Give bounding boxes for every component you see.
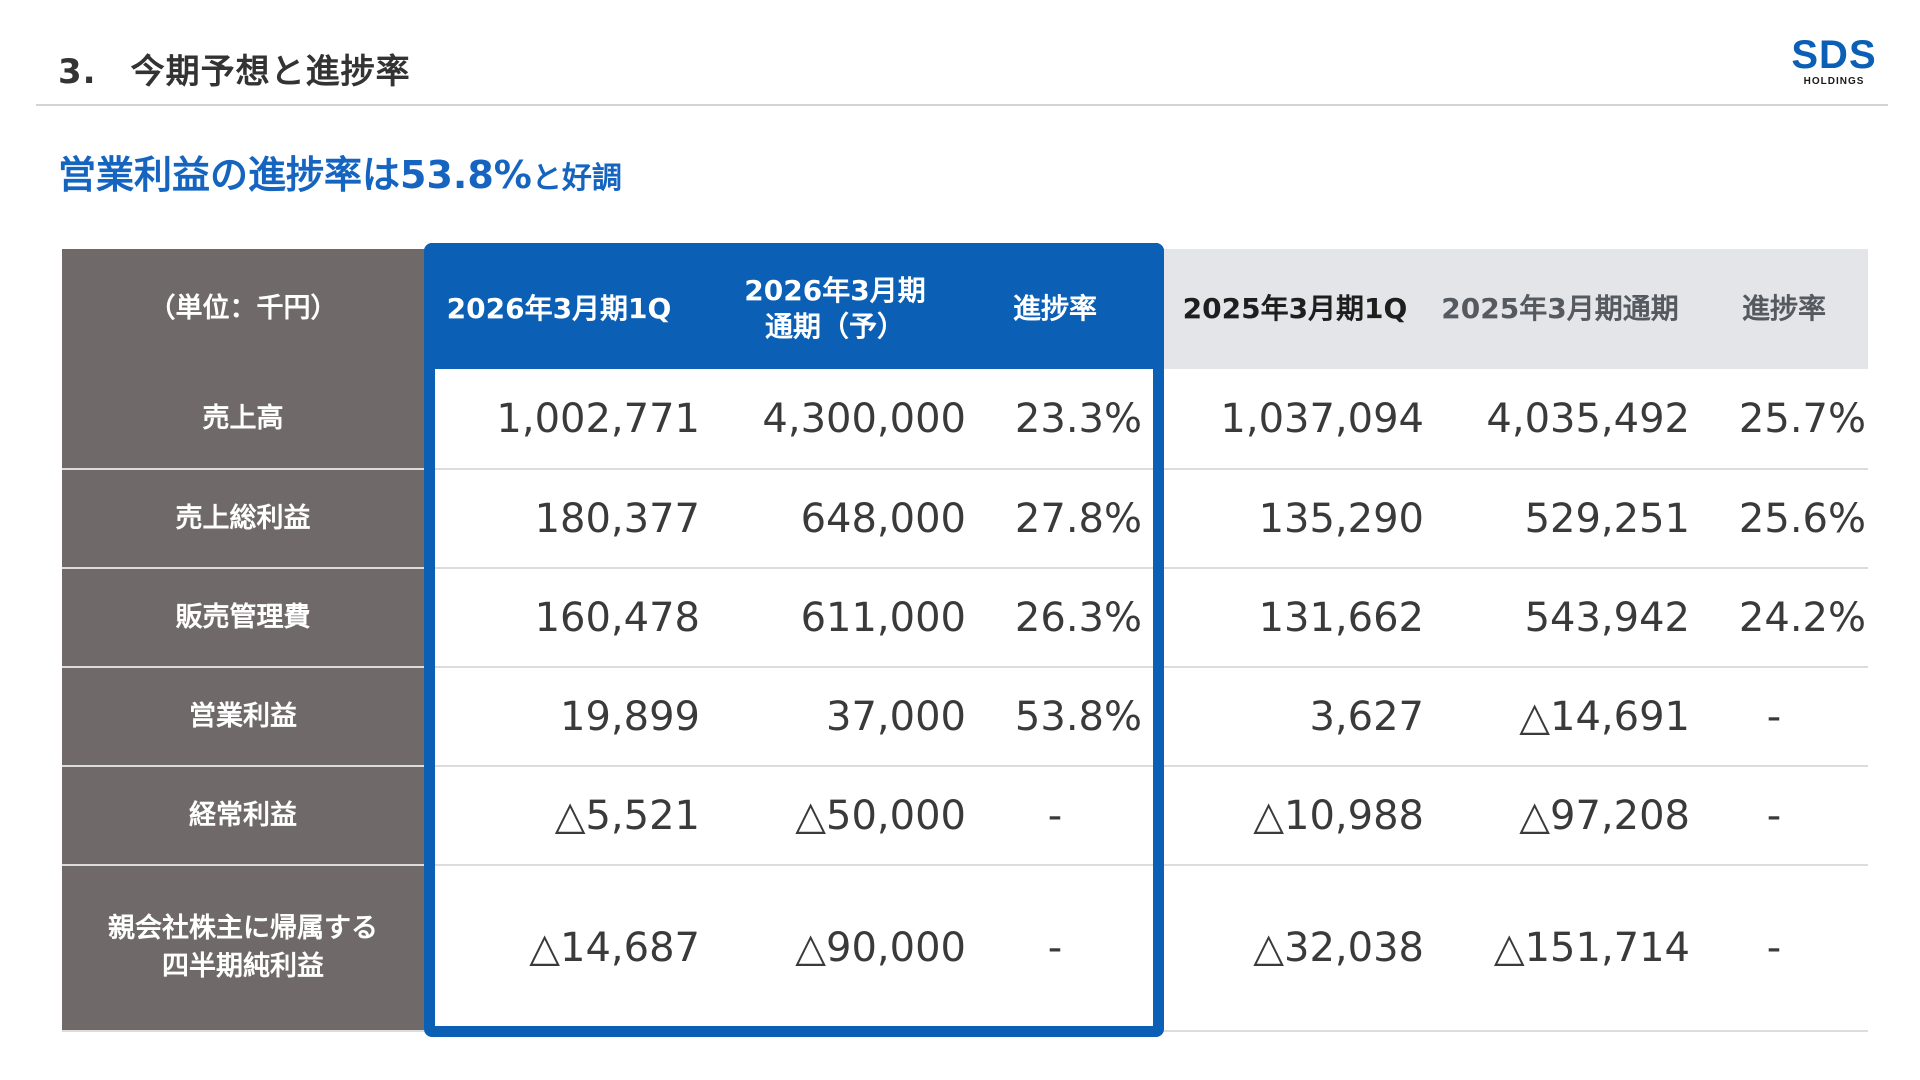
row-label-sga: 販売管理費 [62, 569, 424, 666]
row-divider [62, 567, 1868, 569]
table-cell: 529,251 [1524, 495, 1690, 542]
row-label-net-income: 親会社株主に帰属する 四半期純利益 [62, 866, 424, 1030]
row-label-gross-profit: 売上総利益 [62, 470, 424, 567]
table-cell: 1,002,771 [496, 395, 700, 442]
table-cell: 53.8% [1014, 693, 1142, 740]
table-cell: 26.3% [1014, 594, 1142, 641]
col-header-2025-1q: 2025年3月期1Q [1182, 292, 1408, 325]
table-cell: △14,687 [529, 925, 700, 971]
current-period-header-bg [424, 243, 1164, 369]
headline-main: 営業利益の進捗率は53.8% [58, 153, 532, 197]
table-cell: - [1766, 693, 1782, 740]
table-cell: △50,000 [795, 792, 966, 839]
company-logo: SDS HOLDINGS [1791, 34, 1876, 86]
table-cell: 24.2% [1738, 594, 1866, 641]
headline-tail: と好調 [531, 161, 622, 196]
table-cell: 19,899 [560, 693, 700, 740]
table-cell: △14,691 [1519, 693, 1690, 740]
table-cell: △97,208 [1519, 792, 1690, 839]
table-cell: 160,478 [534, 594, 700, 641]
col-header-2026-forecast: 2026年3月期 通期（予） [700, 249, 970, 369]
table-cell: 611,000 [800, 594, 966, 641]
table-cell: △5,521 [554, 792, 700, 839]
table-cell: 25.7% [1738, 395, 1866, 442]
row-divider [62, 666, 1868, 668]
table-cell: 180,377 [534, 495, 700, 542]
logo-sub-text: HOLDINGS [1804, 76, 1865, 86]
row-divider [62, 468, 1868, 470]
table-cell: △151,714 [1493, 925, 1690, 971]
table-cell: 3,627 [1309, 693, 1424, 740]
table-cell: △10,988 [1253, 792, 1424, 839]
section-number: 3. [58, 52, 97, 92]
table-cell: 37,000 [826, 693, 966, 740]
table-cell: - [1047, 925, 1063, 971]
row-label-net-income-line2: 四半期純利益 [162, 951, 324, 982]
table-cell: - [1047, 792, 1063, 839]
table-cell: 135,290 [1258, 495, 1424, 542]
table-cell: 648,000 [800, 495, 966, 542]
row-label-ordinary-profit: 経常利益 [62, 767, 424, 864]
row-label-operating-profit: 営業利益 [62, 668, 424, 765]
row-label-sales: 売上高 [62, 369, 424, 468]
table-cell: - [1766, 925, 1782, 971]
table-cell: - [1766, 792, 1782, 839]
col-header-2025-full-year: 2025年3月期通期 [1441, 292, 1679, 325]
table-cell: 25.6% [1738, 495, 1866, 542]
col-header-progress-prior: 進捗率 [1741, 292, 1826, 325]
unit-label: （単位：千円） [148, 293, 338, 324]
col-header-progress-current: 進捗率 [1012, 292, 1097, 325]
row-divider [62, 864, 1868, 866]
table-cell: △32,038 [1253, 925, 1424, 971]
table-cell: 543,942 [1524, 594, 1690, 641]
table-cell: 4,035,492 [1486, 395, 1690, 442]
row-divider [62, 765, 1868, 767]
page-title: 3. 今期予想と進捗率 [58, 44, 411, 93]
prior-period-header-bg [1164, 249, 1868, 369]
table-cell: 27.8% [1014, 495, 1142, 542]
col-header-2026-forecast-line1: 2026年3月期 [744, 274, 926, 307]
section-title: 今期予想と進捗率 [130, 52, 411, 92]
headline: 営業利益の進捗率は53.8%と好調 [58, 144, 622, 199]
table-cell: △90,000 [795, 925, 966, 971]
col-header-2026-1q: 2026年3月期1Q [446, 292, 672, 325]
title-divider [36, 104, 1888, 106]
table-cell: 131,662 [1258, 594, 1424, 641]
table-cell: 23.3% [1014, 395, 1142, 442]
row-label-net-income-line1: 親会社株主に帰属する [108, 913, 378, 944]
unit-label-cell: （単位：千円） [62, 249, 424, 369]
table-cell: 4,300,000 [762, 395, 966, 442]
col-header-2026-forecast-line2: 通期（予） [764, 310, 905, 343]
logo-main-text: SDS [1791, 34, 1876, 77]
row-divider [62, 1030, 1868, 1032]
table-cell: 1,037,094 [1220, 395, 1424, 442]
